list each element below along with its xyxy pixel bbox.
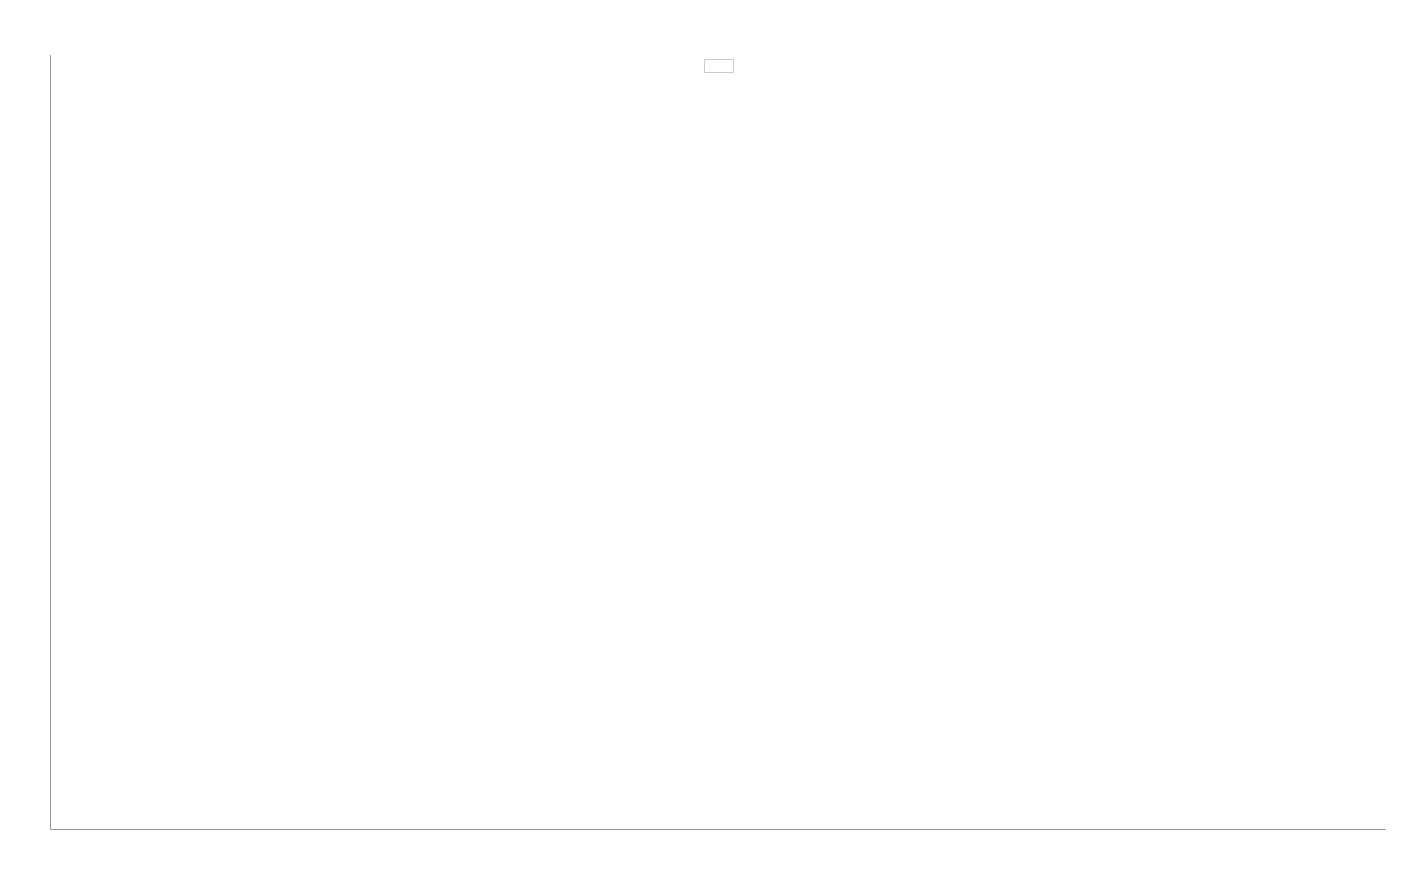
plot-area: [50, 55, 1386, 830]
chart-svg: [51, 55, 1386, 829]
legend-correlation: [704, 59, 734, 73]
chart-container: [0, 0, 1406, 892]
